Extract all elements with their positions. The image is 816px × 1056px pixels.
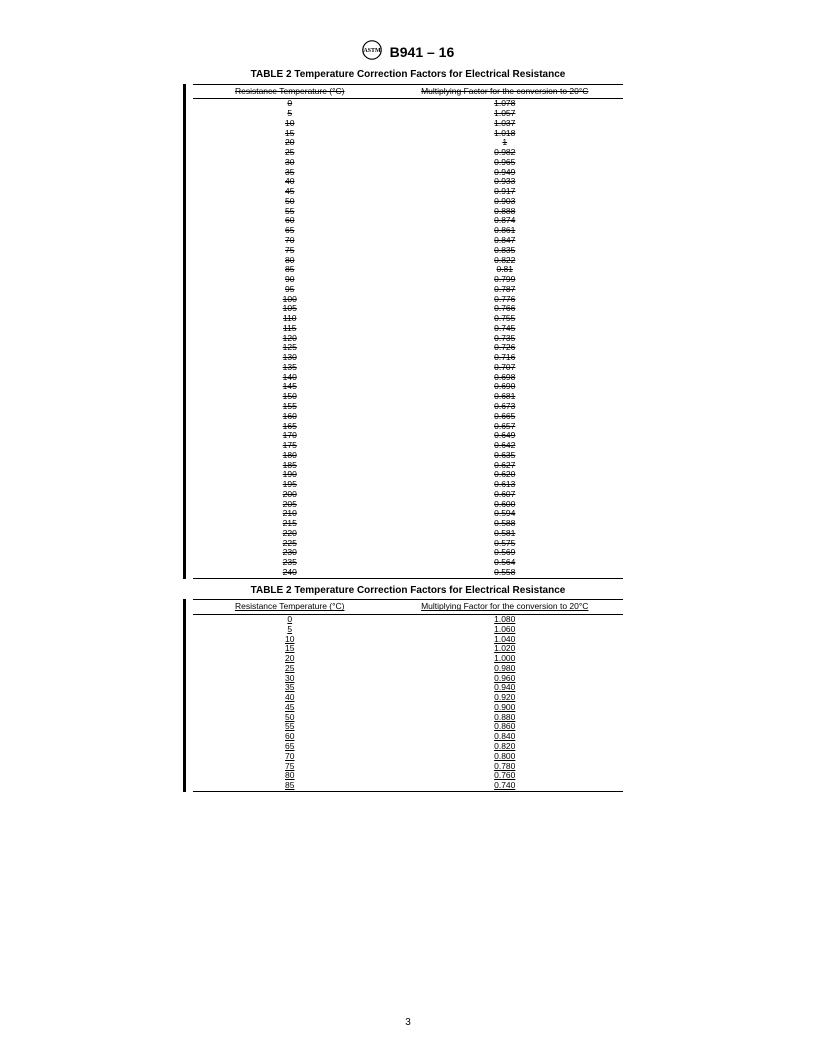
table-row: 2400.558: [193, 568, 623, 578]
table-row: 2100.594: [193, 509, 623, 519]
table-row: 01.080: [193, 615, 623, 625]
table-row: 650.861: [193, 226, 623, 236]
col-header-temp: Resistance Temperature (°C): [193, 84, 387, 99]
table-row: 1250.726: [193, 343, 623, 353]
table-row: 500.903: [193, 197, 623, 207]
table-row: 850.740: [193, 781, 623, 791]
col-header-temp: Resistance Temperature (°C): [193, 600, 387, 615]
table-row: 600.840: [193, 732, 623, 742]
table-row: 51.060: [193, 625, 623, 635]
table-row: 1300.716: [193, 353, 623, 363]
cell-temp: 240: [193, 568, 387, 578]
table-row: 1350.707: [193, 363, 623, 373]
change-bar-icon: [183, 599, 186, 792]
table-row: 1200.735: [193, 334, 623, 344]
table-row: 750.780: [193, 762, 623, 772]
svg-text:ASTM: ASTM: [363, 48, 381, 54]
table-row: 1550.673: [193, 402, 623, 412]
table-row: 850.81: [193, 265, 623, 275]
cell-factor: 0.740: [387, 781, 624, 791]
table-old-body: 01.07851.057101.037151.018201250.982300.…: [193, 99, 623, 579]
table-row: 350.940: [193, 683, 623, 693]
table-row: 1800.635: [193, 451, 623, 461]
table-row: 700.800: [193, 752, 623, 762]
table-row: 101.040: [193, 635, 623, 645]
table-row: 300.960: [193, 674, 623, 684]
table-row: 500.880: [193, 713, 623, 723]
table-row: 01.078: [193, 99, 623, 109]
table-row: 550.860: [193, 722, 623, 732]
table-row: 1100.755: [193, 314, 623, 324]
standard-id: B941 – 16: [390, 44, 455, 60]
table-row: 650.820: [193, 742, 623, 752]
cell-factor: 0.558: [387, 568, 624, 578]
table-title-old: TABLE 2 Temperature Correction Factors f…: [193, 69, 623, 82]
table-row: 2300.569: [193, 548, 623, 558]
table-row: 1650.657: [193, 422, 623, 432]
table-row: 700.847: [193, 236, 623, 246]
page: ASTM B941 – 16 TABLE 2 Temperature Corre…: [0, 0, 816, 1056]
table-row: 151.018: [193, 129, 623, 139]
page-number: 3: [0, 1017, 816, 1028]
cell-temp: 85: [193, 781, 387, 791]
table-row: 800.822: [193, 256, 623, 266]
table-row: 1700.649: [193, 431, 623, 441]
table-wrap-old: Resistance Temperature (°C) Multiplying …: [193, 84, 623, 579]
astm-logo-icon: ASTM: [362, 40, 382, 63]
table-row: 2000.607: [193, 490, 623, 500]
table-row: 450.900: [193, 703, 623, 713]
col-header-factor: Multiplying Factor for the conversion to…: [387, 84, 624, 99]
table-row: 1050.766: [193, 304, 623, 314]
table-row: 1850.627: [193, 461, 623, 471]
table-row: 550.888: [193, 207, 623, 217]
table-row: 51.057: [193, 109, 623, 119]
table-row: 201: [193, 138, 623, 148]
table-row: 350.949: [193, 168, 623, 178]
table-row: 2250.575: [193, 539, 623, 549]
table-row: 400.920: [193, 693, 623, 703]
table-row: 1500.681: [193, 392, 623, 402]
change-bar-icon: [183, 84, 186, 579]
table-new: Resistance Temperature (°C) Multiplying …: [193, 599, 623, 792]
table-row: 300.965: [193, 158, 623, 168]
table-row: 2350.564: [193, 558, 623, 568]
col-header-factor: Multiplying Factor for the conversion to…: [387, 600, 624, 615]
table-row: 1600.665: [193, 412, 623, 422]
table-wrap-new: Resistance Temperature (°C) Multiplying …: [193, 599, 623, 792]
table-row: 250.982: [193, 148, 623, 158]
table-row: 151.020: [193, 644, 623, 654]
table-row: 101.037: [193, 119, 623, 129]
table-row: 1750.642: [193, 441, 623, 451]
table-row: 2200.581: [193, 529, 623, 539]
table-row: 1950.613: [193, 480, 623, 490]
table-row: 1000.776: [193, 295, 623, 305]
table-row: 800.760: [193, 771, 623, 781]
table-new-body: 01.08051.060101.040151.020201.000250.980…: [193, 615, 623, 792]
table-row: 450.917: [193, 187, 623, 197]
table-row: 1400.698: [193, 373, 623, 383]
table-row: 750.835: [193, 246, 623, 256]
table-row: 201.000: [193, 654, 623, 664]
table-title-new: TABLE 2 Temperature Correction Factors f…: [193, 585, 623, 598]
document-header: ASTM B941 – 16: [0, 40, 816, 63]
table-row: 1900.620: [193, 470, 623, 480]
table-row: 400.933: [193, 177, 623, 187]
table-row: 1150.745: [193, 324, 623, 334]
table-row: 2050.600: [193, 500, 623, 510]
table-row: 1450.690: [193, 382, 623, 392]
table-row: 950.787: [193, 285, 623, 295]
table-row: 2150.588: [193, 519, 623, 529]
table-row: 600.874: [193, 216, 623, 226]
table-row: 250.980: [193, 664, 623, 674]
table-row: 900.799: [193, 275, 623, 285]
table-old: Resistance Temperature (°C) Multiplying …: [193, 84, 623, 579]
